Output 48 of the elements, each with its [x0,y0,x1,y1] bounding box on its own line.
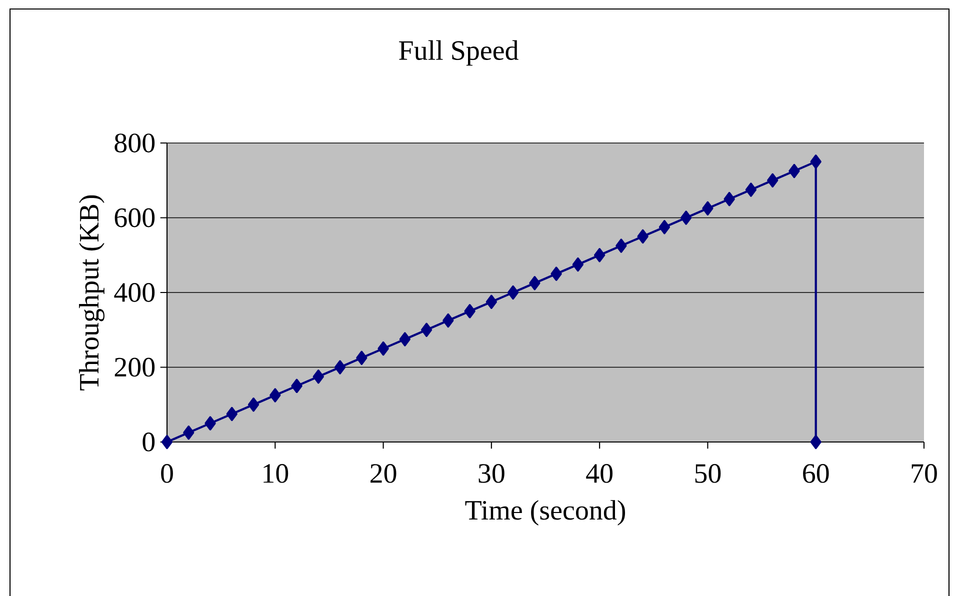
point [810,154,822,169]
y-axis-title: Throughput (KB) [79,195,104,390]
point [745,182,757,197]
y-tick-label: 600 [114,208,155,228]
point [529,276,540,290]
point [658,220,670,234]
point [702,201,714,216]
point [204,416,216,430]
point [788,164,800,178]
point [356,350,368,365]
chart-title: Full Speed [399,40,518,66]
point [616,238,627,253]
x-axis-title: Time (second) [465,500,626,526]
point [680,210,692,225]
point [183,426,194,440]
x-tick-label: 60 [803,464,829,483]
point [312,370,324,384]
point [226,406,238,422]
y-tick-label: 200 [114,358,155,377]
x-tick-label: 70 [912,464,937,483]
point [399,332,410,346]
point [767,173,778,188]
point [507,285,519,300]
point [486,294,497,309]
point [334,360,346,374]
x-tick-label: 0 [161,464,173,483]
point [291,378,302,393]
point [637,229,648,244]
x-tick-label: 10 [264,464,288,483]
point [270,388,281,402]
point [724,192,735,206]
point [161,434,173,450]
y-tick-label: 400 [114,283,155,302]
x-tick-label: 50 [695,464,721,483]
point [442,313,454,328]
point [594,248,606,262]
x-tick-label: 40 [586,464,613,483]
point [572,257,584,272]
point [810,434,822,450]
point [248,398,260,412]
x-tick-label: 30 [478,464,504,483]
point [550,266,562,281]
point [420,322,432,337]
x-tick-label: 20 [370,464,396,483]
y-tick-label: 800 [114,134,155,152]
point [378,341,389,356]
point [464,304,476,318]
y-tick-label: 0 [142,432,155,452]
